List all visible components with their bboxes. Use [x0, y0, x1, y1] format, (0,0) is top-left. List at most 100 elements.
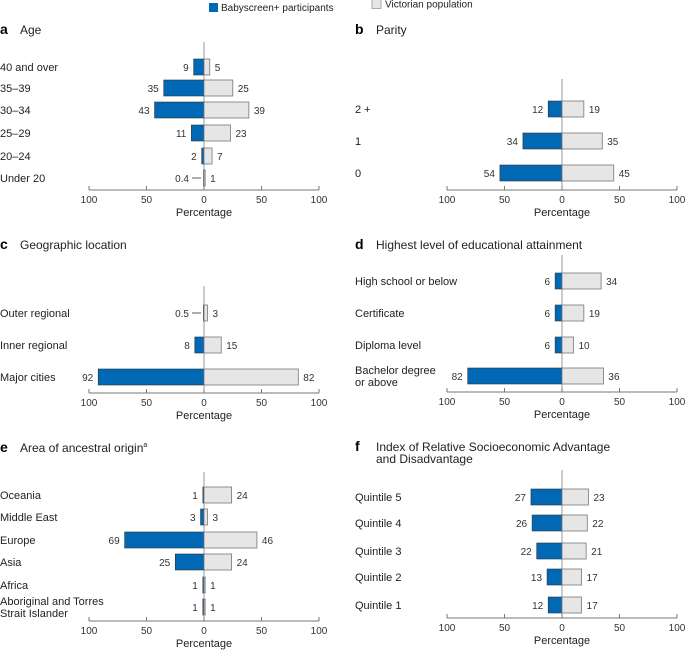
bar-participants — [97, 368, 205, 386]
value-label-participants: 6 — [545, 277, 551, 288]
bar-population — [561, 488, 589, 506]
tick-label: 50 — [499, 623, 511, 634]
bar-participants — [536, 542, 563, 560]
bar-row: Aboriginal and Torres Strait Islander 1 1 — [0, 596, 216, 620]
bar-population — [203, 58, 211, 76]
panel-letter: d — [355, 236, 364, 252]
value-label-population: 10 — [579, 341, 591, 352]
value-label-participants: 0.5 — [175, 309, 189, 320]
bar-population — [561, 367, 604, 385]
category-label: Asia — [0, 557, 22, 569]
category-label: Europe — [0, 535, 35, 547]
panel-letter: c — [0, 236, 8, 252]
bar-participants — [191, 124, 205, 142]
bar-row: 20–24 2 7 — [0, 147, 223, 165]
category-label: Middle East — [0, 512, 57, 524]
x-axis-label: Percentage — [534, 207, 590, 219]
bar-participants — [554, 304, 563, 322]
bar-population — [561, 164, 615, 182]
bar-population — [203, 304, 208, 322]
x-axis: 100 50 0 50 100 Percentage — [81, 389, 328, 422]
value-label-participants: 35 — [148, 84, 160, 95]
bar-population — [561, 596, 582, 614]
x-axis: 100 50 0 50 100 Percentage — [439, 614, 685, 647]
value-label-population: 25 — [238, 84, 250, 95]
legend-label-population: Victorian population — [385, 0, 473, 11]
value-label-population: 15 — [226, 341, 238, 352]
tick-label: 50 — [614, 397, 626, 408]
tick-label: 0 — [559, 623, 565, 634]
value-label-participants: 12 — [532, 105, 544, 116]
tick-label: 0 — [559, 195, 565, 206]
panel-title: Area of ancestral origina — [20, 441, 147, 455]
value-label-population: 22 — [592, 519, 604, 530]
category-label: Quintile 1 — [355, 600, 401, 612]
tick-label: 50 — [141, 398, 153, 409]
bar-participants — [194, 336, 205, 354]
category-label: Quintile 2 — [355, 572, 401, 584]
bar-row: Certificate 6 19 — [355, 304, 600, 322]
tick-label: 100 — [439, 397, 456, 408]
value-label-participants: 6 — [545, 309, 551, 320]
tick-label: 50 — [256, 626, 268, 637]
panel-title: Geographic location — [20, 238, 127, 252]
category-label: Quintile 5 — [355, 492, 401, 504]
value-label-participants: 2 — [191, 152, 197, 163]
tick-label: 100 — [669, 195, 685, 206]
value-label-participants: 92 — [82, 373, 94, 384]
tick-label: 0 — [201, 398, 207, 409]
bar-row: Diploma level 6 10 — [355, 336, 591, 354]
tick-label: 50 — [141, 626, 153, 637]
bar-population — [561, 132, 603, 150]
tick-label: 100 — [439, 195, 456, 206]
bar-row: Asia 25 24 — [0, 553, 248, 571]
value-label-participants: 25 — [159, 558, 171, 569]
bar-row: 1 34 35 — [355, 132, 619, 150]
panel-letter: b — [355, 21, 364, 37]
bar-population — [203, 486, 233, 504]
panel-title: Parity — [376, 23, 407, 37]
category-label: 2 + — [355, 104, 371, 116]
category-label: 0 — [355, 168, 361, 180]
bar-row: High school or below 6 34 — [355, 272, 618, 290]
bar-row: 2 + 12 19 — [355, 100, 600, 118]
value-label-population: 7 — [217, 152, 223, 163]
bar-participants — [499, 164, 563, 182]
legend-swatch-population — [371, 0, 382, 9]
bar-population — [561, 514, 588, 532]
tick-label: 50 — [614, 195, 626, 206]
category-label: Bachelor degree or above — [355, 365, 436, 389]
bar-participants — [174, 553, 205, 571]
category-label: 30–34 — [0, 105, 31, 117]
category-label: Quintile 3 — [355, 546, 401, 558]
bar-row: Quintile 2 13 17 — [355, 568, 598, 586]
value-label-population: 82 — [303, 373, 315, 384]
value-label-participants: 43 — [138, 106, 150, 117]
x-axis-label: Percentage — [176, 207, 232, 219]
x-axis: 100 50 0 50 100 Percentage — [81, 186, 328, 219]
value-label-participants: 54 — [484, 169, 496, 180]
bar-row: 30–34 43 39 — [0, 101, 265, 119]
category-label: Major cities — [0, 372, 56, 384]
panel-a: a Age 40 and over 9 5 35–39 35 25 30–34 43 39 25–29… — [0, 21, 328, 219]
bar-population — [561, 272, 602, 290]
bar-participants — [193, 58, 205, 76]
x-axis: 100 50 0 50 100 Percentage — [81, 617, 328, 650]
value-label-population: 45 — [619, 169, 631, 180]
bar-row: Outer regional 0.5 3 — [0, 304, 218, 322]
category-label: High school or below — [355, 276, 457, 288]
bar-participants — [554, 336, 563, 354]
category-label: Inner regional — [0, 340, 67, 352]
bar-participants — [467, 367, 563, 385]
bar-participants — [154, 101, 205, 119]
value-label-population: 23 — [235, 129, 247, 140]
bar-population — [203, 79, 234, 97]
bar-population — [203, 531, 258, 549]
bar-population — [203, 336, 222, 354]
bar-population — [203, 368, 299, 386]
category-label: 25–29 — [0, 128, 31, 140]
value-label-participants: 9 — [183, 63, 189, 74]
category-label: Oceania — [0, 490, 42, 502]
bar-row: Under 20 0.4 1 — [0, 169, 216, 187]
bar-population — [203, 101, 250, 119]
